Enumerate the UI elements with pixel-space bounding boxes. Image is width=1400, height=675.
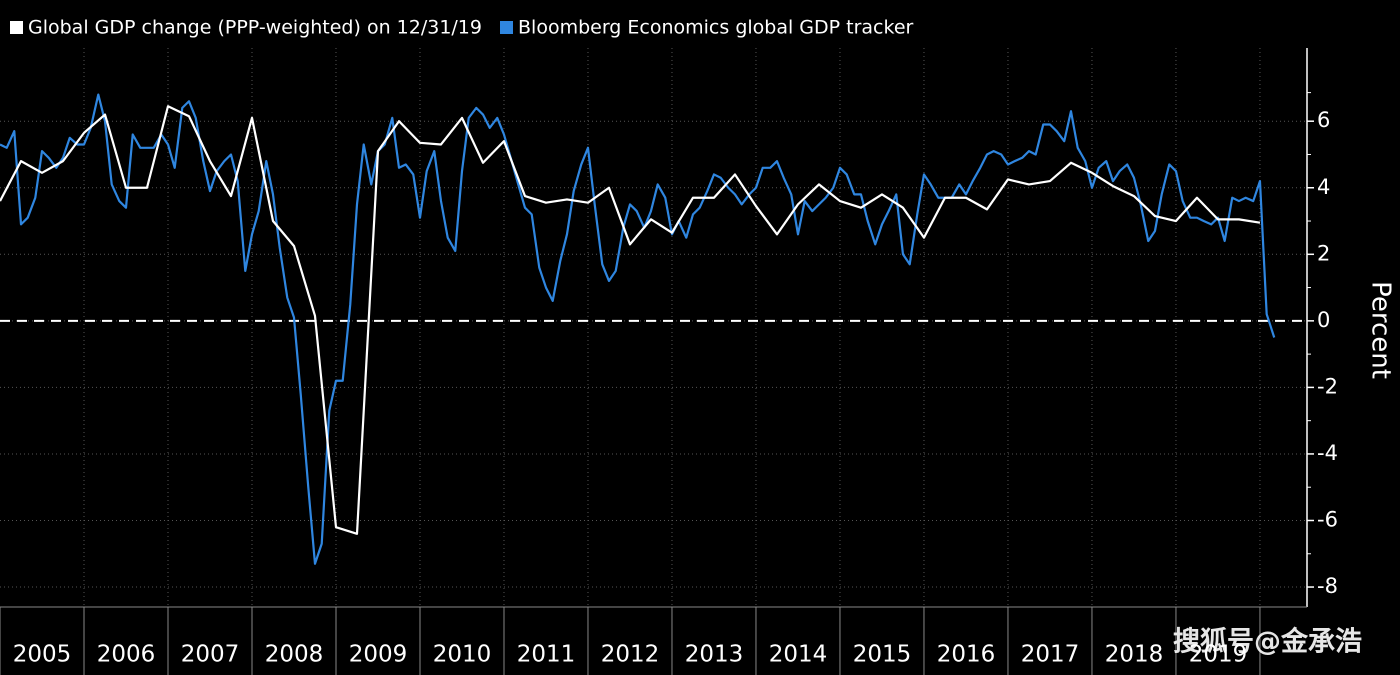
y-tick-label: 4: [1317, 175, 1330, 199]
x-tick-label: 2018: [1105, 642, 1164, 668]
x-tick-label: 2011: [517, 642, 576, 668]
watermark: 搜狐号@金承浩: [1173, 626, 1362, 658]
legend-label: Bloomberg Economics global GDP tracker: [518, 17, 914, 39]
legend-swatch: [500, 21, 513, 34]
y-tick-label: -4: [1317, 441, 1338, 465]
x-tick-label: 2006: [97, 642, 156, 668]
y-tick-label: 2: [1317, 241, 1330, 265]
y-tick-label: 6: [1317, 108, 1330, 132]
legend-label: Global GDP change (PPP-weighted) on 12/3…: [28, 17, 482, 39]
x-tick-label: 2015: [853, 642, 912, 668]
x-tick-label: 2010: [433, 642, 492, 668]
y-axis-label: Percent: [1366, 281, 1396, 379]
x-tick-label: 2005: [13, 642, 72, 668]
legend: Global GDP change (PPP-weighted) on 12/3…: [10, 17, 914, 39]
y-tick-label: 0: [1317, 308, 1330, 332]
x-tick-label: 2007: [181, 642, 240, 668]
x-tick-label: 2012: [601, 642, 660, 668]
x-tick-label: 2013: [685, 642, 744, 668]
legend-swatch: [10, 21, 23, 34]
x-tick-label: 2009: [349, 642, 408, 668]
y-tick-label: -2: [1317, 374, 1338, 398]
data-line: [0, 93, 1276, 565]
y-tick-label: -6: [1317, 507, 1338, 531]
x-tick-label: 2008: [265, 642, 324, 668]
x-tick-label: 2016: [937, 642, 996, 668]
x-tick-label: 2017: [1021, 642, 1080, 668]
y-tick-label: -8: [1317, 574, 1338, 598]
x-tick-label: 2019: [1189, 642, 1248, 668]
x-tick-label: 2014: [769, 642, 828, 668]
data-line: [0, 105, 1261, 535]
